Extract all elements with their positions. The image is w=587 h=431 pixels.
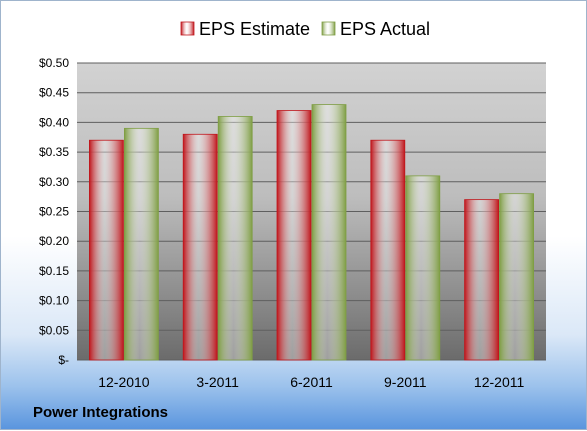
x-tick-label: 12-2011 bbox=[474, 374, 525, 390]
y-tick-label: $0.15 bbox=[39, 264, 69, 278]
legend-swatch-eps-actual bbox=[321, 21, 336, 36]
y-tick-label: $0.50 bbox=[39, 56, 69, 70]
bar-eps-actual-3-2011 bbox=[217, 116, 253, 361]
bar-eps-estimate-12-2010 bbox=[89, 139, 124, 361]
bar-eps-actual-12-2010 bbox=[124, 127, 159, 361]
bar-eps-estimate-3-2011 bbox=[182, 133, 218, 361]
legend-label-eps-actual: EPS Actual bbox=[340, 19, 430, 39]
x-axis-labels: 12-2010 3-2011 6-2011 9-2011 12-2011 bbox=[98, 374, 524, 390]
y-tick-label: $0.20 bbox=[39, 234, 69, 248]
chart-caption: Power Integrations bbox=[33, 404, 168, 421]
x-tick-label: 12-2010 bbox=[98, 374, 150, 390]
x-tick-label: 9-2011 bbox=[384, 374, 427, 390]
legend-swatch-eps-estimate bbox=[180, 21, 195, 36]
legend-label-eps-estimate: EPS Estimate bbox=[199, 19, 310, 39]
x-tick-label: 6-2011 bbox=[290, 374, 333, 390]
bar-eps-actual-6-2011 bbox=[311, 104, 347, 361]
y-tick-label: $0.40 bbox=[39, 115, 69, 129]
y-axis-labels: $- $0.05 $0.10 $0.15 $0.20 $0.25 $0.30 $0.35 $0.… bbox=[39, 56, 69, 367]
y-tick-label: $0.05 bbox=[39, 323, 69, 337]
y-tick-label: $0.35 bbox=[39, 145, 69, 159]
y-tick-label: $0.25 bbox=[39, 205, 69, 219]
y-tick-label: $0.30 bbox=[39, 175, 69, 189]
x-tick-label: 3-2011 bbox=[196, 374, 239, 390]
y-tick-label: $0.45 bbox=[39, 86, 69, 100]
bar-eps-estimate-12-2011 bbox=[464, 199, 500, 361]
y-tick-label: $0.10 bbox=[39, 294, 69, 308]
bar-eps-actual-12-2011 bbox=[499, 193, 535, 361]
bar-eps-estimate-6-2011 bbox=[276, 110, 312, 361]
bar-eps-actual-9-2011 bbox=[405, 175, 441, 361]
legend: EPS Estimate EPS Actual bbox=[180, 19, 430, 39]
bars bbox=[89, 104, 535, 361]
bar-eps-estimate-9-2011 bbox=[370, 139, 406, 361]
y-tick-label: $- bbox=[58, 353, 69, 367]
